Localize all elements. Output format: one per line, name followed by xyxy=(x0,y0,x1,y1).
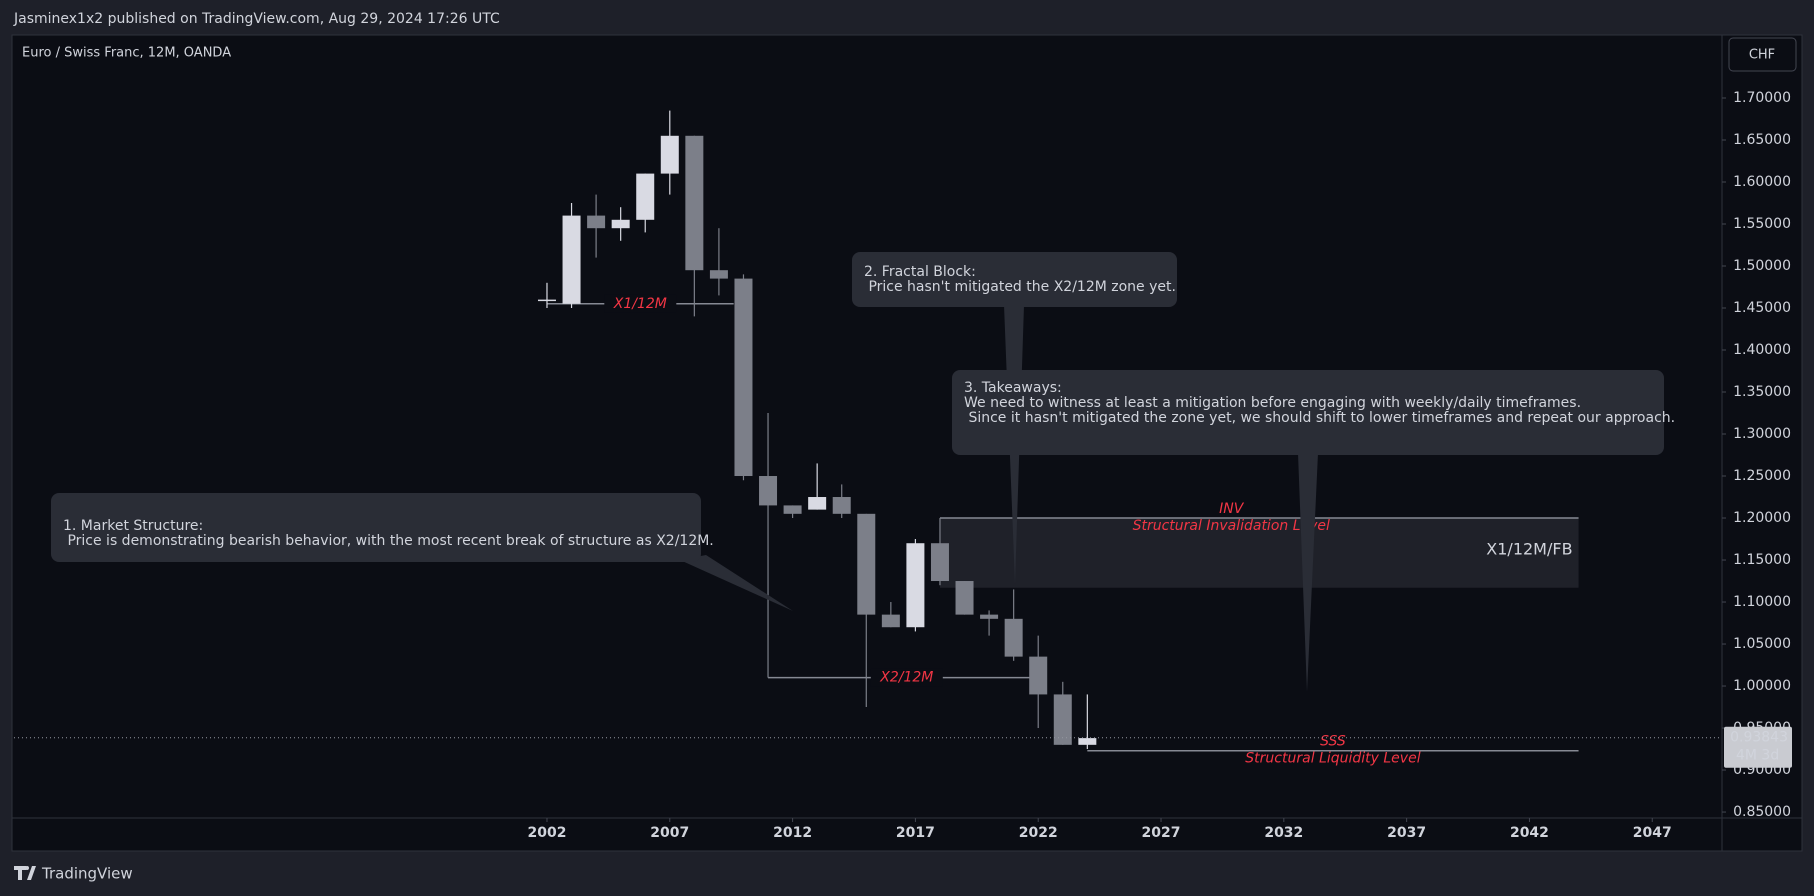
y-tick-label: 1.05000 xyxy=(1733,636,1791,652)
callout-text: 2. Fractal Block: xyxy=(864,264,976,280)
publisher: Jasminex1x2 published on TradingView.com… xyxy=(13,11,500,27)
symbol-title: Euro / Swiss Franc, 12M, OANDA xyxy=(22,46,231,61)
candle-body xyxy=(1029,656,1048,695)
y-tick-label: 1.20000 xyxy=(1733,510,1791,526)
x-tick-label: 2002 xyxy=(527,825,566,841)
y-tick-label: 1.70000 xyxy=(1733,90,1791,106)
candle-body xyxy=(881,614,900,628)
y-tick-label: 1.15000 xyxy=(1733,552,1791,568)
y-tick-label: 1.10000 xyxy=(1733,594,1791,610)
callout-text: Price is demonstrating bearish behavior,… xyxy=(63,533,714,549)
y-tick-label: 1.30000 xyxy=(1733,426,1791,442)
candle-body xyxy=(930,543,949,582)
x-tick-label: 2032 xyxy=(1264,825,1303,841)
level-label-bg xyxy=(870,668,943,687)
y-tick-label: 1.60000 xyxy=(1733,174,1791,190)
candle-body xyxy=(709,270,728,279)
y-tick-label: 1.00000 xyxy=(1733,678,1791,694)
candle-body xyxy=(832,497,851,514)
x-tick-label: 2017 xyxy=(896,825,935,841)
currency[interactable]: CHF xyxy=(1749,48,1775,63)
callout-text: Since it hasn't mitigated the zone yet, … xyxy=(964,410,1675,426)
level-label: X2/12M xyxy=(879,670,933,686)
x-tick-label: 2022 xyxy=(1019,825,1058,841)
currency-button[interactable] xyxy=(1728,37,1797,72)
x-tick-label: 2012 xyxy=(773,825,812,841)
candle-body xyxy=(906,543,925,628)
callout-tail xyxy=(680,555,793,611)
y-tick-label: 1.25000 xyxy=(1733,468,1791,484)
last-price-label: 0.93843 xyxy=(1730,730,1788,746)
candle-body xyxy=(783,505,802,514)
candle-body xyxy=(611,219,630,229)
x-tick-label: 2037 xyxy=(1387,825,1426,841)
candle-body xyxy=(808,497,827,510)
candle-body xyxy=(734,278,753,477)
candle-body xyxy=(587,215,606,229)
candle-body xyxy=(955,581,974,615)
candle-body xyxy=(562,215,581,304)
callout-box xyxy=(952,370,1664,455)
zone xyxy=(939,518,1579,588)
candle-body xyxy=(537,299,556,302)
brand: TradingView xyxy=(41,865,133,883)
y-tick-label: 1.65000 xyxy=(1733,132,1791,148)
callout-text: Price hasn't mitigated the X2/12M zone y… xyxy=(864,279,1176,295)
candle-body xyxy=(1053,694,1072,745)
x-tick-label: 2042 xyxy=(1510,825,1549,841)
candle-body xyxy=(660,135,679,174)
x-tick-label: 2007 xyxy=(650,825,689,841)
candle-body xyxy=(1078,738,1097,745)
countdown: 4M 3d xyxy=(1736,748,1779,764)
last-price-box xyxy=(1724,726,1792,768)
candle-body xyxy=(636,173,655,220)
y-tick-label: 0.85000 xyxy=(1733,804,1791,820)
callout-text: 3. Takeaways: xyxy=(964,380,1062,396)
candle-body xyxy=(759,476,778,506)
callout-text: We need to witness at least a mitigation… xyxy=(964,395,1581,411)
y-tick-label: 1.35000 xyxy=(1733,384,1791,400)
y-tick-label: 1.40000 xyxy=(1733,342,1791,358)
level-label: X1/12M xyxy=(613,296,667,312)
callout-box xyxy=(852,252,1177,307)
zone-line-label: INV xyxy=(1219,501,1245,517)
zone-label: X1/12M/FB xyxy=(1486,539,1572,558)
y-tick-label: 1.55000 xyxy=(1733,216,1791,232)
callout-tail xyxy=(1298,453,1318,692)
callout-box xyxy=(51,493,701,562)
candle-body xyxy=(1004,618,1023,657)
zone-caption: Structural Invalidation Level xyxy=(1133,518,1330,534)
candle-body xyxy=(980,614,999,619)
candle-body xyxy=(857,513,876,615)
callout-text: 1. Market Structure: xyxy=(63,518,203,534)
liquidity-line-label: SSS xyxy=(1320,734,1346,750)
plot-layer: 0.850000.900000.950001.000001.050001.100… xyxy=(14,90,1792,841)
y-tick-label: 1.45000 xyxy=(1733,300,1791,316)
y-tick-label: 1.50000 xyxy=(1733,258,1791,274)
brand-logo xyxy=(14,866,36,880)
level-label-bg xyxy=(604,294,677,313)
x-tick-label: 2027 xyxy=(1142,825,1181,841)
liquidity-caption: Structural Liquidity Level xyxy=(1245,751,1420,767)
x-tick-label: 2047 xyxy=(1633,825,1672,841)
candle-body xyxy=(685,135,704,271)
